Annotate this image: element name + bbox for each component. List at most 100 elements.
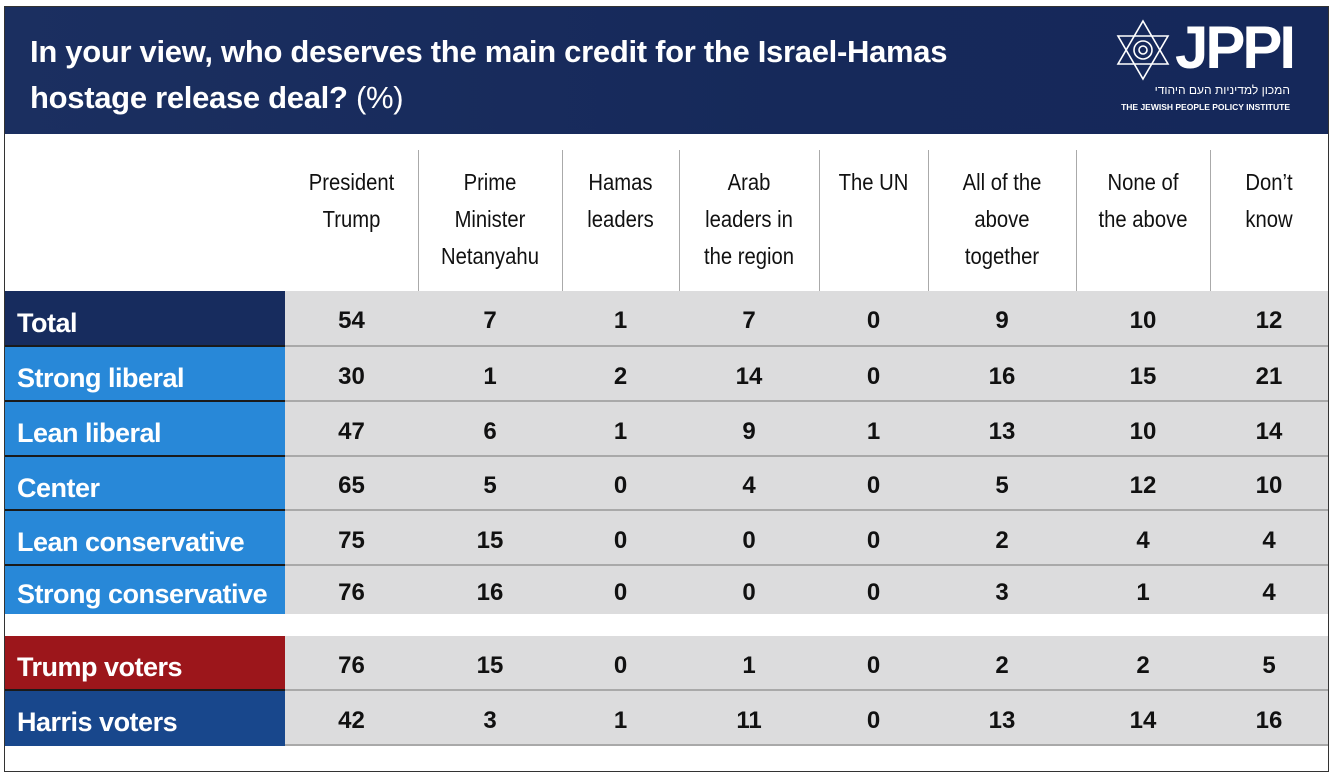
data-cell: 11 [736, 706, 762, 734]
data-cell: 0 [866, 651, 881, 679]
data-cell: 1 [1136, 579, 1150, 606]
row-label: Harris voters [5, 691, 285, 746]
column-divider [928, 150, 929, 291]
table-row: Harris voters 42 3 1 11 0 13 14 16 [5, 691, 1328, 746]
row-divider [5, 400, 285, 402]
data-cell: 0 [866, 579, 881, 606]
jppi-logo: JPPI המכון למדיניות העם היהודי THE JEWIS… [1115, 14, 1315, 129]
data-cell: 15 [476, 651, 504, 679]
data-cell: 10 [1129, 307, 1157, 334]
table-row: Trump voters 76 15 0 1 0 2 2 5 [5, 636, 1328, 691]
table-row: Strong liberal 30 1 2 14 0 16 15 21 [5, 347, 1328, 402]
data-cell: 16 [1255, 706, 1283, 734]
data-cell: 9 [742, 417, 756, 445]
data-cell: 65 [338, 472, 365, 499]
logo-hebrew: המכון למדיניות העם היהודי [1154, 83, 1290, 97]
data-cell: 16 [988, 362, 1016, 390]
chart-title: In your view, who deserves the main cred… [30, 29, 1070, 121]
row-label: Strong conservative [5, 566, 285, 614]
data-cell: 14 [1129, 706, 1157, 734]
data-cell: 2 [995, 526, 1009, 554]
table-row: Total 54 7 1 7 0 9 10 12 [5, 291, 1328, 347]
data-cell: 7 [742, 307, 756, 334]
data-cell: 0 [613, 651, 628, 679]
data-cell: 5 [1262, 651, 1276, 679]
header-banner: In your view, who deserves the main cred… [5, 7, 1328, 134]
row-cells: 30 1 2 14 0 16 15 21 [285, 347, 1328, 402]
data-cell: 5 [483, 472, 497, 499]
table-row: Strong conservative 76 16 0 0 0 3 1 4 [5, 566, 1328, 614]
table-row: Lean conservative 75 15 0 0 0 2 4 4 [5, 511, 1328, 566]
data-cell: 0 [613, 472, 628, 499]
table-row: Center 65 5 0 4 0 5 12 10 [5, 457, 1328, 511]
data-cell: 47 [338, 417, 365, 445]
data-cell: 4 [742, 472, 756, 499]
data-cell: 76 [338, 579, 365, 606]
data-cell: 0 [866, 706, 881, 734]
row-label: Strong liberal [5, 347, 285, 402]
row-cells: 65 5 0 4 0 5 12 10 [285, 457, 1328, 511]
data-cell: 0 [613, 526, 628, 554]
row-label: Total [5, 291, 285, 347]
data-cell: 1 [613, 706, 628, 734]
data-cell: 3 [995, 579, 1009, 606]
data-cell: 0 [866, 472, 881, 499]
title-unit: (%) [355, 80, 404, 115]
data-cell: 16 [476, 579, 504, 606]
data-cell: 10 [1255, 472, 1283, 499]
data-cell: 7 [483, 307, 497, 334]
row-label: Trump voters [5, 636, 285, 691]
data-cell: 12 [1129, 472, 1157, 499]
row-label: Center [5, 457, 285, 511]
row-cells: 76 15 0 1 0 2 2 5 [285, 636, 1328, 691]
column-divider [679, 150, 680, 291]
data-cell: 4 [1262, 526, 1276, 554]
data-cell: 3 [483, 706, 497, 734]
row-cells: 76 16 0 0 0 3 1 4 [285, 566, 1328, 614]
data-cell: 15 [476, 526, 504, 554]
data-cell: 14 [1255, 417, 1283, 445]
data-cell: 4 [1136, 526, 1150, 554]
row-divider [5, 564, 285, 566]
data-cell: 4 [1262, 579, 1276, 606]
column-divider [562, 150, 563, 291]
data-cell: 54 [338, 307, 365, 334]
data-cell: 0 [742, 526, 756, 554]
data-cell: 1 [483, 362, 497, 390]
data-cell: 1 [742, 651, 756, 679]
data-cell: 0 [866, 526, 881, 554]
data-cell: 0 [613, 579, 628, 606]
data-cell: 13 [988, 417, 1016, 445]
data-cell: 15 [1129, 362, 1157, 390]
column-header: Don’t know [1245, 169, 1293, 232]
row-divider [5, 455, 285, 457]
column-header: None of the above [1098, 169, 1188, 232]
data-cell: 5 [995, 472, 1009, 499]
data-cell: 30 [338, 362, 365, 390]
column-header: President Trump [308, 169, 395, 232]
data-cell: 1 [613, 417, 628, 445]
data-cell: 1 [613, 307, 628, 334]
data-cell: 2 [995, 651, 1009, 679]
row-label: Lean conservative [5, 511, 285, 566]
column-header: Hamas leaders [587, 169, 654, 232]
data-cell: 76 [338, 651, 365, 679]
row-cells: 54 7 1 7 0 9 10 12 [285, 291, 1328, 347]
data-cell: 21 [1255, 362, 1283, 390]
row-divider [5, 689, 285, 691]
data-cell: 9 [995, 307, 1009, 334]
column-divider [1210, 150, 1211, 291]
logo-wordmark: JPPI [1175, 14, 1296, 81]
data-cell: 1 [866, 417, 881, 445]
row-label: Lean liberal [5, 402, 285, 457]
row-cells: 42 3 1 11 0 13 14 16 [285, 691, 1328, 746]
chart-frame: In your view, who deserves the main cred… [4, 6, 1329, 772]
data-cell: 2 [613, 362, 628, 390]
table-row: Lean liberal 47 6 1 9 1 13 10 14 [5, 402, 1328, 457]
data-cell: 75 [338, 526, 365, 554]
data-cell: 2 [1136, 651, 1150, 679]
data-cell: 13 [988, 706, 1016, 734]
data-cell: 0 [742, 579, 756, 606]
data-cell: 14 [735, 362, 763, 390]
star-of-david-icon [1116, 19, 1170, 81]
